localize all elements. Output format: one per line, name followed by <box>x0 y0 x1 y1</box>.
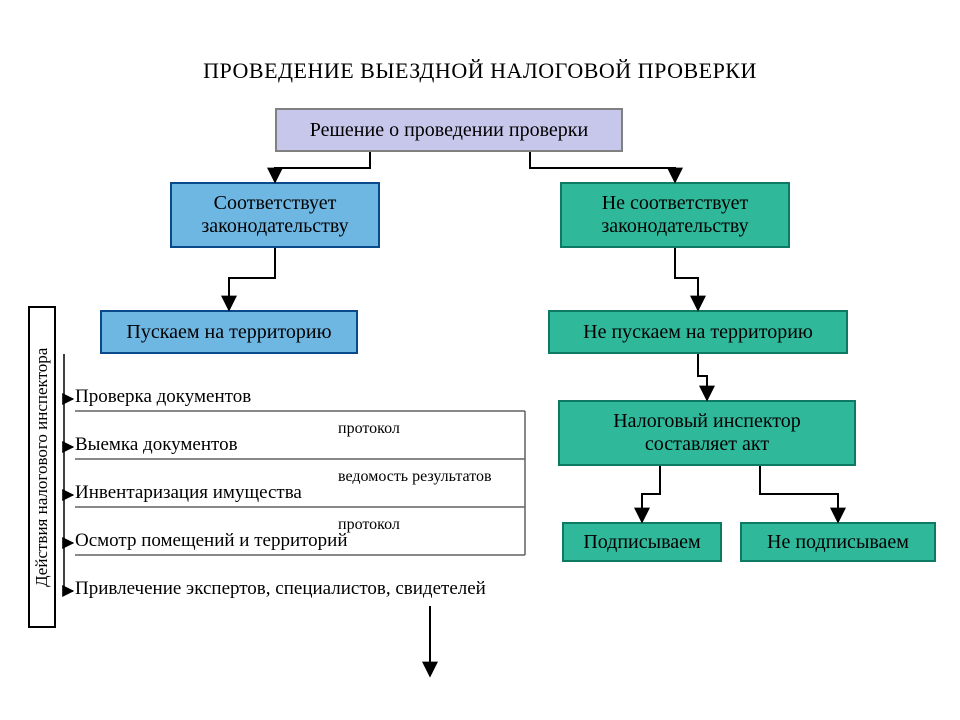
node-act-label: Налоговый инспектор составляет акт <box>566 410 848 456</box>
node-nosign-label: Не подписываем <box>767 531 909 554</box>
action-item-1: Выемка документов <box>75 434 238 456</box>
action-item-3: Осмотр помещений и территорий <box>75 530 348 552</box>
node-sign: Подписываем <box>562 522 722 562</box>
doc-note-0: протокол <box>338 420 400 438</box>
node-noncomply: Не соответствует законодательству <box>560 182 790 248</box>
diagram-title: ПРОВЕДЕНИЕ ВЫЕЗДНОЙ НАЛОГОВОЙ ПРОВЕРКИ <box>135 58 825 84</box>
node-nosign: Не подписываем <box>740 522 936 562</box>
node-allow: Пускаем на территорию <box>100 310 358 354</box>
node-complies: Соответствует законодательству <box>170 182 380 248</box>
node-complies-label: Соответствует законодательству <box>178 192 372 238</box>
node-decision-label: Решение о проведении проверки <box>310 119 588 142</box>
action-item-4: Привлечение экспертов, специалистов, сви… <box>75 578 486 600</box>
doc-note-2: протокол <box>338 516 400 534</box>
node-act: Налоговый инспектор составляет акт <box>558 400 856 466</box>
node-deny: Не пускаем на территорию <box>548 310 848 354</box>
doc-note-1: ведомость результатов <box>338 468 492 486</box>
node-decision: Решение о проведении проверки <box>275 108 623 152</box>
action-item-2: Инвентаризация имущества <box>75 482 302 504</box>
node-allow-label: Пускаем на территорию <box>126 321 331 344</box>
sidebar-actions-label: Действия налогового инспектора <box>28 306 56 628</box>
diagram-stage: ПРОВЕДЕНИЕ ВЫЕЗДНОЙ НАЛОГОВОЙ ПРОВЕРКИ Р… <box>0 0 960 720</box>
node-deny-label: Не пускаем на территорию <box>583 321 813 344</box>
node-noncomply-label: Не соответствует законодательству <box>568 192 782 238</box>
action-item-0: Проверка документов <box>75 386 251 408</box>
node-sign-label: Подписываем <box>583 531 700 554</box>
